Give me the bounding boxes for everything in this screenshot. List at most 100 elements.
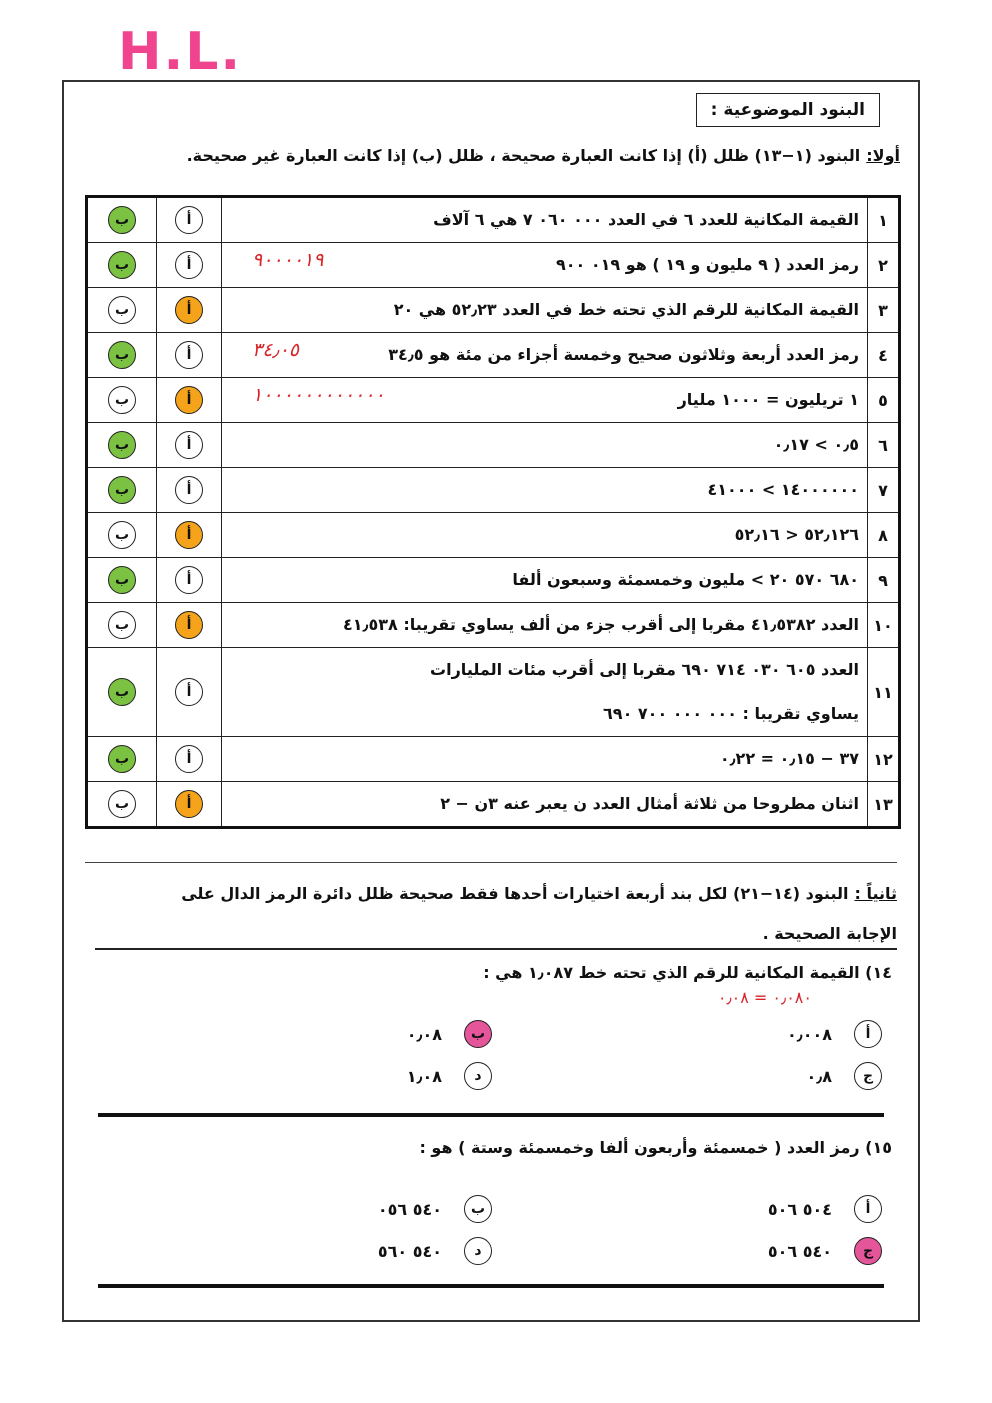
- option-value: ٥٤٠ ٥٠٦: [767, 1241, 832, 1261]
- statement-line: ٣٧ − ٠٫١٥ = ٠٫٢٢: [719, 749, 859, 768]
- instruction-text: البنود (١٤−٢١) لكل بند أربعة اختيارات أح…: [181, 884, 897, 943]
- choice-circle: أ: [175, 566, 203, 594]
- instruction: أولا: البنود (١−١٣) ظلل (أ) إذا كانت العب…: [187, 146, 900, 165]
- item-number: ٩: [867, 557, 900, 603]
- statement-line: القيمة المكانية للعدد ٦ في العدد ٠٠٠ ٠٦٠…: [433, 210, 859, 229]
- choice-cell: ب: [86, 377, 157, 423]
- table-row: ١٠ العدد ٤١٫٥٣٨٢ مقربا إلى أقرب جزء من أل…: [86, 602, 900, 648]
- handwritten-note: ١٠٠٠٠٠٠٠٠٠٠٠٠: [252, 384, 385, 406]
- statement-line: ٥٢٫١٢٦ < ٥٢٫١٦: [734, 525, 859, 544]
- item-number: ٤: [867, 332, 900, 378]
- question: ١٤) القيمة المكانية للرقم الذي تحته خط ١…: [102, 958, 892, 1090]
- question-text: ١٤) القيمة المكانية للرقم الذي تحته خط ١…: [102, 958, 892, 988]
- option-value: ٥٠٤ ٥٠٦: [767, 1199, 832, 1219]
- instruction-text: البنود (١−١٣) ظلل (أ) إذا كانت العبارة ص…: [186, 146, 861, 165]
- choice-cell: أ: [156, 467, 222, 513]
- table-row: ٤ رمز العدد أربعة وثلاثون صحيح وخمسة أجزا…: [86, 332, 900, 378]
- choice-circle: أ: [175, 341, 203, 369]
- separator: [85, 862, 897, 863]
- choice-circle: أ: [175, 678, 203, 706]
- table-row: ١١ العدد ٦٠٥ ٠٣٠ ٧١٤ ٦٩٠ مقربا إلى أقرب م…: [86, 647, 900, 737]
- separator: [98, 1284, 884, 1288]
- option: ج ٠٫٨: [492, 1062, 882, 1090]
- statement-line: القيمة المكانية للرقم الذي تحته خط في ال…: [393, 300, 859, 319]
- item-statement: رمز العدد أربعة وثلاثون صحيح وخمسة أجزاء…: [221, 332, 868, 378]
- choice-circle: ب: [108, 296, 136, 324]
- item-number: ٨: [867, 512, 900, 558]
- item-number: ٣: [867, 287, 900, 333]
- statement-line: ١٤٠٠٠٠٠٠ > ٤١٠٠٠: [707, 480, 860, 499]
- label: أولا:: [866, 146, 900, 165]
- instruction: ثانياً :البنود (١٤−٢١) لكل بند أربعة اخت…: [127, 874, 897, 954]
- item-number: ١١: [867, 647, 900, 737]
- option-circle: ج: [854, 1062, 882, 1090]
- item-statement: العدد ٦٠٥ ٠٣٠ ٧١٤ ٦٩٠ مقربا إلى أقرب مئا…: [221, 647, 868, 737]
- option-circle: أ: [854, 1195, 882, 1223]
- item-number: ١٣: [867, 781, 900, 828]
- choice-cell: أ: [156, 602, 222, 648]
- option-circle: د: [464, 1062, 492, 1090]
- statement-line: ٠٫٥ > ٠٫١٧: [773, 435, 859, 454]
- choice-cell: أ: [156, 736, 222, 782]
- separator: [98, 1113, 884, 1117]
- choice-circle: ب: [108, 566, 136, 594]
- choice-cell: ب: [86, 602, 157, 648]
- choice-circle: أ: [175, 521, 203, 549]
- option: ج ٥٤٠ ٥٠٦: [492, 1237, 882, 1265]
- choice-cell: أ: [156, 377, 222, 423]
- table-row: ٧ ١٤٠٠٠٠٠٠ > ٤١٠٠٠ أ ب: [86, 467, 900, 513]
- choice-cell: أ: [156, 196, 222, 243]
- separator: [95, 948, 897, 950]
- choice-cell: ب: [86, 196, 157, 243]
- handwritten-note: ٠٫٠٨٠ = ٠٫٠٨: [717, 988, 812, 1007]
- table-row: ٨ ٥٢٫١٢٦ < ٥٢٫١٦ أ ب: [86, 512, 900, 558]
- table-row: ٩ ٦٨٠ ٥٧٠ ٢٠ > مليون وخمسمئة وسبعون ألفا أ…: [86, 557, 900, 603]
- option: ب ٥٤٠ ٠٥٦: [102, 1195, 492, 1223]
- statement-line: رمز العدد أربعة وثلاثون صحيح وخمسة أجزاء…: [388, 345, 859, 364]
- choice-circle: ب: [108, 206, 136, 234]
- choice-cell: ب: [86, 332, 157, 378]
- option-circle: أ: [854, 1020, 882, 1048]
- section-title: البنود الموضوعية :: [695, 93, 880, 127]
- choice-circle: ب: [108, 386, 136, 414]
- item-number: ١٠: [867, 602, 900, 648]
- choice-circle: أ: [175, 206, 203, 234]
- choice-cell: أ: [156, 287, 222, 333]
- table-row: ٥ ١ تريليون = ١٠٠٠ مليار ١٠٠٠٠٠٠٠٠٠٠٠٠ أ ب: [86, 377, 900, 423]
- item-statement: ٥٢٫١٢٦ < ٥٢٫١٦: [221, 512, 868, 558]
- choice-circle: أ: [175, 251, 203, 279]
- choice-cell: ب: [86, 736, 157, 782]
- option: د ١٫٠٨: [102, 1062, 492, 1090]
- choice-cell: ب: [86, 647, 157, 737]
- choice-circle: ب: [108, 790, 136, 818]
- question-stem: رمز العدد ( خمسمئة وأربعون ألفا وخمسمئة …: [419, 1138, 860, 1157]
- option-value: ٥٤٠ ٠٥٦: [377, 1199, 442, 1219]
- handwritten-note: ٩٠٠٠٠١٩: [252, 249, 324, 271]
- table-row: ١٣ اثنان مطروحا من ثلاثة أمثال العدد ن يع…: [86, 781, 900, 828]
- option-value: ٠٫٨: [806, 1066, 832, 1086]
- option-value: ٥٤٠ ٥٦٠: [377, 1241, 442, 1261]
- item-statement: ١ تريليون = ١٠٠٠ مليار ١٠٠٠٠٠٠٠٠٠٠٠٠: [221, 377, 868, 423]
- item-number: ١٢: [867, 736, 900, 782]
- choice-cell: أ: [156, 332, 222, 378]
- question-number: ١٤): [865, 963, 892, 982]
- option-value: ٠٫٠٨: [406, 1024, 442, 1044]
- item-number: ٢: [867, 242, 900, 288]
- item-statement: اثنان مطروحا من ثلاثة أمثال العدد ن يعبر…: [221, 781, 868, 828]
- statement-line: ٦٨٠ ٥٧٠ ٢٠ > مليون وخمسمئة وسبعون ألفا: [512, 570, 859, 589]
- choice-circle: أ: [175, 476, 203, 504]
- choice-circle: أ: [175, 745, 203, 773]
- handwriting: H.L.: [118, 22, 243, 82]
- options: أ ٥٠٤ ٥٠٦ ب ٥٤٠ ٠٥٦ ج ٥٤٠ ٥٠٦ د ٥٤٠ ٥٦٠: [102, 1195, 892, 1265]
- choice-circle: ب: [108, 745, 136, 773]
- option-circle: ب: [464, 1020, 492, 1048]
- choice-circle: أ: [175, 386, 203, 414]
- table-row: ٢ رمز العدد ( ٩ مليون و ١٩ ) هو ٠١٩ ٩٠٠ ٩٠…: [86, 242, 900, 288]
- choice-circle: أ: [175, 790, 203, 818]
- table-row: ١٢ ٣٧ − ٠٫١٥ = ٠٫٢٢ أ ب: [86, 736, 900, 782]
- question-number: ١٥): [865, 1138, 892, 1157]
- choice-cell: ب: [86, 557, 157, 603]
- choice-circle: ب: [108, 251, 136, 279]
- item-number: ٧: [867, 467, 900, 513]
- choice-cell: أ: [156, 422, 222, 468]
